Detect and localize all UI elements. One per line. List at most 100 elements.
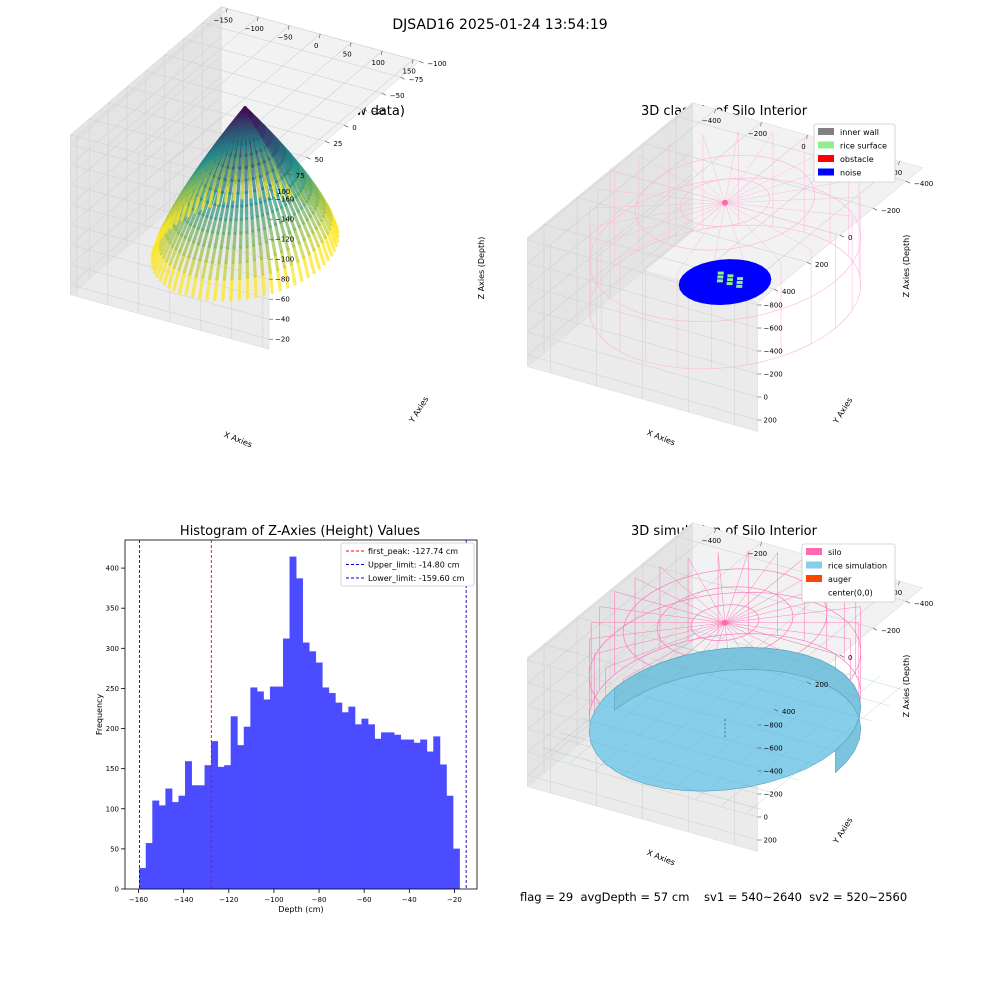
- z-tick-label: −100: [275, 256, 294, 264]
- z-axis-label: Z Axies (Depth): [902, 655, 911, 718]
- scan-line: [217, 190, 224, 208]
- scan-line: [316, 193, 327, 207]
- scan-line: [303, 177, 314, 191]
- scan-line: [296, 192, 307, 207]
- scan-line: [184, 192, 193, 207]
- scan-line: [203, 183, 210, 197]
- scan-line: [174, 199, 183, 214]
- scan-line: [251, 229, 256, 247]
- scan-line: [184, 272, 192, 297]
- scan-line: [280, 159, 290, 173]
- histogram-bar: [256, 691, 264, 890]
- scan-line: [249, 203, 254, 220]
- grid-line: [183, 38, 382, 94]
- mesh-line: [696, 668, 855, 799]
- mesh-line: [596, 702, 818, 766]
- scan-line: [302, 203, 312, 218]
- grid-line: [70, 96, 222, 226]
- x-tick-label: 0: [314, 42, 318, 50]
- scan-line: [219, 231, 226, 250]
- grid-line: [527, 593, 693, 730]
- legend-swatch: [818, 128, 834, 135]
- scan-line: [209, 203, 217, 220]
- scan-line: [254, 202, 259, 219]
- scan-line: [204, 244, 211, 263]
- scan-line: [216, 217, 223, 235]
- z-tick-label: −600: [764, 745, 783, 753]
- wire-spoke: [619, 202, 726, 258]
- y-tick-label: 200: [106, 725, 119, 733]
- scan-line: [177, 270, 186, 295]
- legend-swatch: [806, 561, 822, 569]
- y-tick-label: 100: [277, 188, 290, 196]
- z-tick-label: −20: [275, 336, 290, 344]
- histogram-bar: [204, 765, 212, 890]
- grid-line: [527, 751, 758, 818]
- scan-line: [215, 261, 221, 281]
- grid-line: [527, 774, 758, 841]
- y-tick-label: 50: [315, 156, 324, 164]
- scan-line: [249, 115, 258, 129]
- scan-line: [230, 261, 235, 281]
- scan-line: [296, 209, 306, 225]
- scan-line: [309, 190, 320, 204]
- scan-line: [202, 229, 210, 247]
- scan-line: [286, 169, 297, 183]
- scan-line: [183, 222, 193, 240]
- center-marker: [722, 619, 728, 626]
- scan-line: [180, 202, 188, 222]
- legend-entry-label: auger: [828, 575, 852, 584]
- grid-line: [527, 196, 693, 333]
- grid-line: [527, 262, 758, 329]
- scan-line: [166, 224, 176, 242]
- scan-line: [217, 246, 223, 265]
- scan-line: [250, 216, 255, 233]
- scan-line: [288, 215, 297, 232]
- scan-line: [253, 274, 258, 299]
- scan-line: [314, 226, 324, 244]
- x-tick: [318, 33, 321, 39]
- histogram-bar: [224, 765, 232, 890]
- x-tick: [898, 161, 900, 166]
- y-axis-label: Y Axies: [831, 396, 855, 426]
- scan-line: [282, 189, 292, 204]
- scan-line: [289, 162, 300, 175]
- rice-surface-points: [717, 271, 724, 275]
- histogram-bar: [426, 751, 434, 890]
- y-tick: [381, 92, 386, 96]
- scan-line: [239, 142, 244, 158]
- histogram-bar: [289, 556, 297, 890]
- scan-line: [229, 277, 234, 302]
- scan-line: [275, 148, 285, 162]
- y-tick-label: 0: [352, 124, 356, 132]
- legend-swatch: [806, 548, 822, 555]
- scan-line: [260, 213, 267, 230]
- scan-line: [268, 183, 276, 199]
- mesh-line: [746, 682, 906, 813]
- scan-line: [234, 204, 239, 222]
- x-tick-label: −200: [748, 130, 767, 138]
- scan-line: [267, 197, 275, 214]
- raw-3d-plot: −150−100−500501001501007550250−25−50−75−…: [69, 6, 486, 449]
- grid-line: [527, 524, 693, 661]
- y-tick-label: −200: [881, 207, 900, 215]
- z-tick-label: 200: [764, 837, 777, 845]
- legend-entry-label: center(0,0): [828, 589, 873, 598]
- status-footer: flag = 29 avgDepth = 57 cm sv1 = 540~264…: [520, 890, 908, 904]
- rice-surface-points: [736, 284, 743, 288]
- rice-simulation-surface: [541, 625, 909, 813]
- scan-line: [164, 214, 174, 234]
- x-tick: [806, 135, 808, 140]
- scan-line: [297, 241, 306, 260]
- wire-spoke: [724, 131, 774, 203]
- scan-line: [213, 231, 220, 249]
- histogram-bar: [354, 724, 362, 890]
- histogram-bar: [145, 843, 153, 890]
- y-tick-label: 300: [106, 645, 119, 653]
- y-tick: [773, 708, 779, 712]
- scan-line: [162, 262, 172, 286]
- scan-line: [176, 218, 187, 235]
- x-tick: [714, 529, 716, 534]
- histogram-bar: [171, 802, 179, 890]
- grid-line: [164, 54, 364, 110]
